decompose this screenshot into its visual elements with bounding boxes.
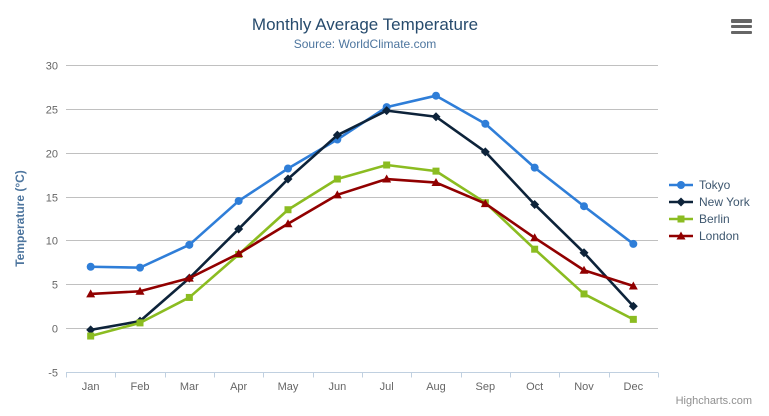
credits-link[interactable]: Highcharts.com [675,395,752,407]
legend-marker-square-icon [669,215,693,222]
legend-label: Berlin [699,211,730,226]
point-tokyo-feb[interactable] [136,263,144,272]
series-line-london[interactable] [89,177,635,296]
legend: Tokyo New York Berlin London [668,176,750,244]
point-berlin-aug[interactable] [432,167,440,175]
legend-item-london[interactable]: London [668,227,750,244]
x-axis-label: May [278,381,299,393]
series-tokyo[interactable] [86,91,638,272]
legend-marker-triangle-icon [669,231,693,239]
point-tokyo-oct[interactable] [530,163,539,172]
x-axis-label: Jul [380,381,394,393]
point-tokyo-sep[interactable] [481,119,490,128]
hamburger-bar [731,30,752,34]
point-london-mar[interactable] [184,273,194,282]
y-axis-label: 15 [46,193,58,205]
point-tokyo-jan[interactable] [86,262,95,271]
x-axis-label: Dec [624,381,644,393]
point-new-york-apr[interactable] [234,224,244,234]
point-tokyo-apr[interactable] [234,196,243,205]
x-axis-label: Mar [180,381,199,393]
point-new-york-oct[interactable] [530,199,540,209]
point-new-york-nov[interactable] [579,248,589,258]
y-axis-label: 10 [46,236,58,248]
point-berlin-mar[interactable] [185,293,193,301]
point-new-york-dec[interactable] [628,301,638,311]
chart-title: Monthly Average Temperature [251,15,479,34]
point-london-jul[interactable] [382,174,392,183]
hamburger-bar [731,24,752,29]
series-line-new-york[interactable] [89,109,635,332]
series-new-york[interactable] [86,106,638,335]
x-axis-label: Aug [426,381,446,393]
point-berlin-dec[interactable] [629,315,637,323]
chart-subtitle: Source: WorldClimate.com [293,37,437,51]
point-london-jun[interactable] [332,190,342,199]
point-london-oct[interactable] [530,233,540,242]
point-berlin-may[interactable] [284,206,292,214]
point-london-aug[interactable] [431,178,441,187]
point-tokyo-aug[interactable] [432,91,440,100]
y-axis-label: 5 [52,280,58,292]
legend-label: New York [699,194,750,209]
point-london-feb[interactable] [135,286,145,295]
y-axis-label: 25 [46,105,58,117]
point-london-sep[interactable] [480,199,490,208]
point-berlin-nov[interactable] [580,290,588,298]
point-berlin-jun[interactable] [333,175,341,183]
hamburger-bar [731,19,752,23]
point-london-nov[interactable] [579,265,589,274]
hamburger-icon [731,19,752,34]
legend-item-berlin[interactable]: Berlin [668,210,750,227]
point-berlin-feb[interactable] [136,319,144,327]
series-line-berlin[interactable] [89,163,635,338]
legend-label: London [699,228,740,243]
point-new-york-may[interactable] [283,174,293,184]
point-berlin-oct[interactable] [531,245,539,253]
y-axis-label: -5 [48,368,58,380]
x-axis-label: Apr [230,381,247,393]
legend-marker-circle-icon [669,180,693,189]
legend-marker-diamond-icon [669,197,693,206]
x-axis-label: Oct [526,381,543,393]
legend-item-new-york[interactable]: New York [668,193,750,210]
legend-item-tokyo[interactable]: Tokyo [668,176,750,193]
point-london-apr[interactable] [234,249,244,258]
y-axis-title: Temperature (°C) [13,170,27,267]
point-new-york-aug[interactable] [431,112,441,122]
point-tokyo-may[interactable] [284,164,292,173]
point-new-york-sep[interactable] [480,147,490,157]
point-tokyo-mar[interactable] [185,240,194,249]
y-axis-label: 20 [46,149,58,161]
y-axis-label: 30 [46,61,58,73]
point-london-dec[interactable] [628,281,638,290]
x-axis-label: Nov [574,381,594,393]
point-new-york-jan[interactable] [86,325,96,335]
context-menu-button[interactable] [731,19,752,34]
point-berlin-jul[interactable] [383,161,391,169]
x-axis-label: Jun [328,381,346,393]
x-axis-label: Feb [131,381,150,393]
x-axis-label: Jan [82,381,100,393]
point-tokyo-dec[interactable] [629,239,638,248]
legend-label: Tokyo [699,177,731,192]
series-london[interactable] [86,174,638,298]
point-london-may[interactable] [283,219,293,228]
point-new-york-jul[interactable] [382,106,392,116]
point-tokyo-nov[interactable] [580,202,588,211]
point-london-jan[interactable] [86,289,96,298]
point-new-york-jun[interactable] [332,130,342,140]
x-axis-label: Sep [476,381,496,393]
point-berlin-jan[interactable] [87,332,95,340]
y-axis-label: 0 [52,324,58,336]
